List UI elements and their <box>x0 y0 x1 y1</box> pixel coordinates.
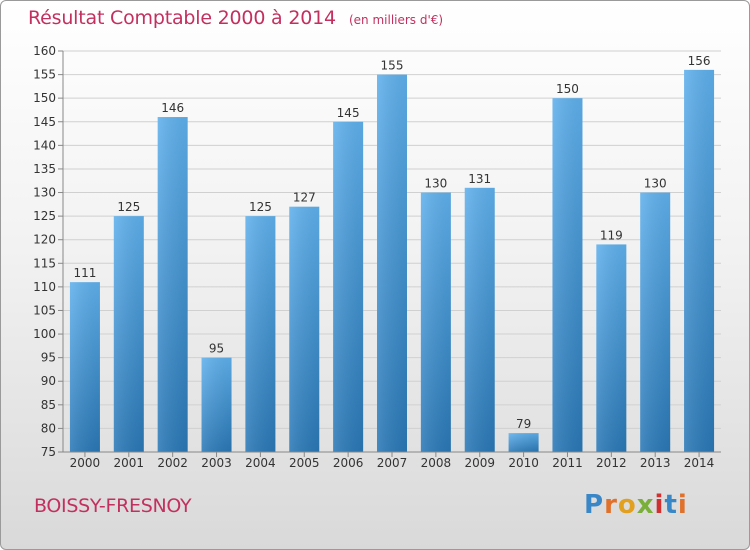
bar-shade <box>640 192 671 452</box>
y-tick-label: 160 <box>33 44 56 58</box>
logo-letter: t <box>664 490 678 520</box>
proxiti-logo: Proxiti <box>584 490 688 520</box>
y-tick-label: 85 <box>41 398 56 412</box>
bar-shade <box>333 121 364 452</box>
y-tick-label: 130 <box>33 186 56 200</box>
bar-shade <box>508 433 539 452</box>
bar-value-label: 150 <box>556 82 579 96</box>
y-tick-label: 115 <box>33 256 56 270</box>
x-tick-label: 2006 <box>333 456 364 470</box>
logo-letter: o <box>617 490 637 520</box>
x-tick-label: 2013 <box>640 456 671 470</box>
bar-value-label: 95 <box>209 342 224 356</box>
logo-letter: i <box>677 490 688 520</box>
logo-letter: P <box>584 490 605 520</box>
bar-value-label: 125 <box>117 200 140 214</box>
x-tick-label: 2011 <box>552 456 583 470</box>
bar-shade <box>69 282 100 452</box>
bar-value-label: 119 <box>600 228 623 242</box>
bar-value-label: 156 <box>688 54 711 68</box>
bar-value-label: 130 <box>424 177 447 191</box>
y-tick-label: 105 <box>33 303 56 317</box>
bar-shade <box>245 216 276 452</box>
x-tick-label: 2002 <box>157 456 188 470</box>
bar-shade <box>420 192 451 452</box>
chart-title: Résultat Comptable 2000 à 2014 <box>28 7 336 29</box>
y-tick-label: 75 <box>41 445 56 459</box>
y-tick-label: 120 <box>33 233 56 247</box>
x-tick-label: 2009 <box>464 456 495 470</box>
bar-value-label: 146 <box>161 101 184 115</box>
chart-subtitle: (en milliers d'€) <box>348 13 444 27</box>
y-tick-label: 155 <box>33 68 56 82</box>
logo-letter: x <box>636 490 655 520</box>
bar-value-label: 127 <box>293 191 316 205</box>
y-tick-label: 100 <box>33 327 56 341</box>
x-tick-label: 2007 <box>377 456 408 470</box>
bar-value-label: 111 <box>73 266 96 280</box>
bar-shade <box>552 98 583 453</box>
bar-shade <box>113 216 144 452</box>
bar-value-label: 131 <box>468 172 491 186</box>
y-tick-label: 135 <box>33 162 56 176</box>
x-tick-label: 2004 <box>245 456 276 470</box>
x-tick-label: 2010 <box>508 456 539 470</box>
commune-name: BOISSY-FRESNOY <box>34 495 192 517</box>
bar-value-label: 145 <box>337 106 360 120</box>
y-tick-label: 125 <box>33 209 56 223</box>
x-tick-label: 2001 <box>114 456 145 470</box>
title-row: Résultat Comptable 2000 à 2014 (en milli… <box>28 7 443 29</box>
y-tick-label: 150 <box>33 91 56 105</box>
y-tick-label: 140 <box>33 138 56 152</box>
logo-letter: i <box>654 490 665 520</box>
bar-shade <box>377 74 407 453</box>
bar-shade <box>157 117 188 452</box>
bar-shade <box>289 206 320 452</box>
bar-value-label: 130 <box>644 177 667 191</box>
x-tick-label: 2014 <box>684 456 715 470</box>
logo-letter: r <box>604 490 618 520</box>
y-tick-label: 95 <box>41 351 56 365</box>
bar-value-label: 125 <box>249 200 272 214</box>
y-tick-label: 80 <box>41 421 56 435</box>
bar-shade <box>201 357 232 452</box>
bar-shade <box>596 244 627 452</box>
bar-value-label: 79 <box>516 417 531 431</box>
x-tick-label: 2008 <box>421 456 452 470</box>
bar-value-label: 155 <box>381 59 404 73</box>
x-tick-label: 2012 <box>596 456 627 470</box>
x-tick-label: 2000 <box>70 456 101 470</box>
bar-shade <box>684 69 715 452</box>
y-tick-label: 145 <box>33 115 56 129</box>
x-tick-label: 2003 <box>201 456 232 470</box>
x-tick-label: 2005 <box>289 456 320 470</box>
y-tick-label: 110 <box>33 280 56 294</box>
bar-shade <box>464 187 495 452</box>
y-tick-label: 90 <box>41 374 56 388</box>
